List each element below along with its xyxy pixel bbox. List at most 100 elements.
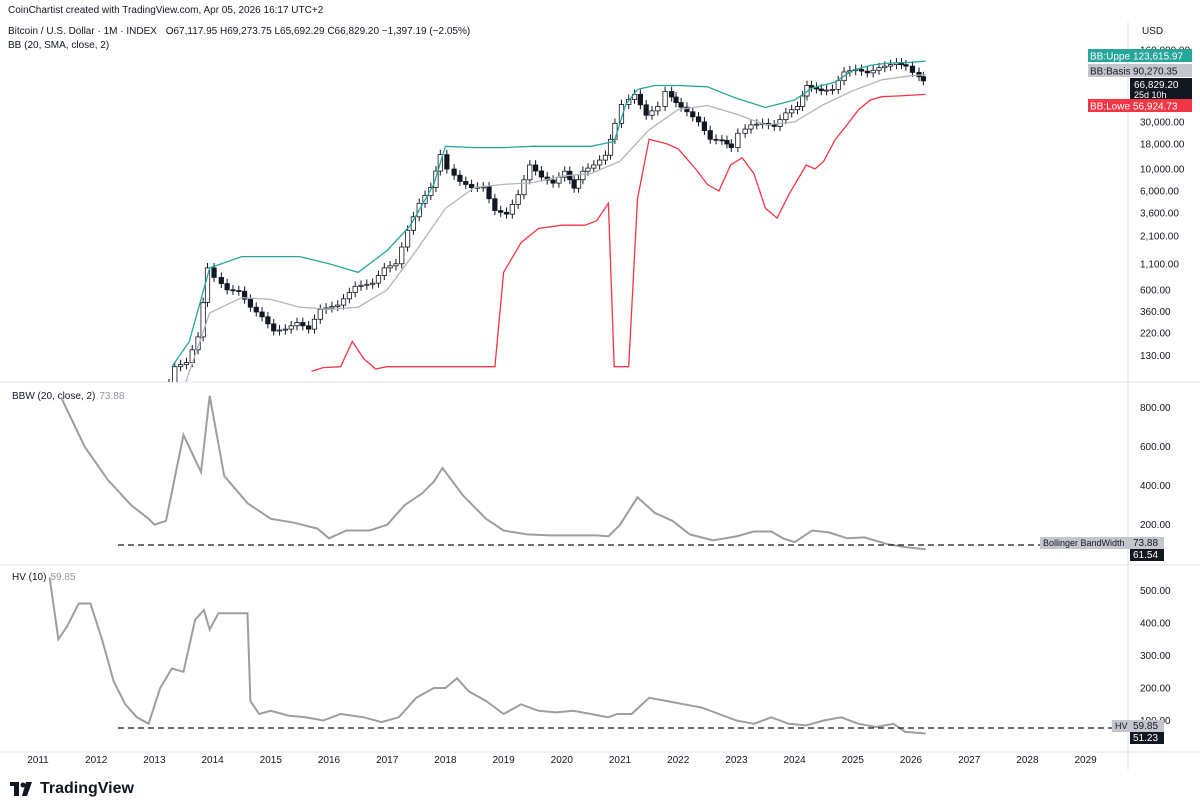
candles-group bbox=[168, 58, 926, 382]
candle-body bbox=[829, 88, 836, 91]
candle-body bbox=[428, 187, 434, 196]
candle-body bbox=[903, 64, 909, 67]
x-axis-tick-label: 2027 bbox=[958, 755, 981, 766]
x-axis-tick-label: 2012 bbox=[85, 755, 108, 766]
candle-body bbox=[311, 318, 318, 330]
candle-body bbox=[177, 364, 184, 368]
candle-body bbox=[870, 69, 876, 74]
price-axis-tick-label: 30,000.00 bbox=[1140, 117, 1185, 128]
candle-body bbox=[498, 210, 504, 213]
candle-body bbox=[288, 325, 294, 330]
price-axis-tick-label: 10,000.00 bbox=[1140, 165, 1185, 176]
currency-label: USD bbox=[1142, 26, 1164, 37]
candle-body bbox=[329, 306, 335, 309]
candle-body bbox=[864, 70, 870, 74]
candle-body bbox=[211, 267, 217, 278]
candle-body bbox=[468, 184, 475, 188]
bbw-axis-tick-label: 800.00 bbox=[1140, 403, 1171, 414]
candle-body bbox=[602, 154, 609, 161]
candle-body bbox=[486, 186, 492, 200]
bb-basis-badge-label-bg bbox=[1088, 64, 1139, 77]
bb-lower-badge-value-bg bbox=[1130, 99, 1192, 112]
hv-level-bg bbox=[1130, 732, 1164, 744]
candle-body bbox=[612, 122, 618, 140]
bbw-badge-value: 73.88 bbox=[1133, 538, 1158, 549]
candle-body bbox=[701, 121, 707, 131]
candle-body bbox=[451, 168, 457, 176]
hv-pane-label[interactable]: HV (10) 59.85 bbox=[12, 572, 75, 583]
bb-upper-badge-label-bg bbox=[1088, 49, 1139, 62]
x-axis-tick-label: 2015 bbox=[260, 755, 283, 766]
x-axis-tick-label: 2028 bbox=[1016, 755, 1039, 766]
tradingview-brand: TradingView bbox=[40, 780, 134, 797]
bb-upper-line bbox=[171, 60, 926, 368]
candle-body bbox=[909, 65, 916, 73]
candle-body bbox=[818, 88, 824, 92]
hv-badge-label-bg bbox=[1112, 720, 1130, 732]
x-axis-tick-label: 2018 bbox=[434, 755, 457, 766]
candle-body bbox=[200, 302, 206, 338]
hv-axis-tick-label: 200.00 bbox=[1140, 684, 1171, 695]
candle-body bbox=[597, 159, 603, 166]
candle-body bbox=[713, 138, 719, 141]
candle-body bbox=[335, 304, 341, 307]
price-axis-tick-label: 3,600.00 bbox=[1140, 208, 1179, 219]
candle-body bbox=[370, 282, 376, 285]
candle-body bbox=[282, 328, 288, 331]
candle-body bbox=[724, 139, 730, 145]
candle-body bbox=[218, 277, 224, 285]
candle-body bbox=[306, 325, 312, 330]
candle-body bbox=[364, 283, 370, 286]
candle-body bbox=[643, 104, 649, 116]
candle-body bbox=[236, 290, 242, 292]
candle-body bbox=[259, 311, 265, 318]
hv-badge-value-bg bbox=[1130, 720, 1164, 732]
candle-body bbox=[183, 362, 190, 366]
candle-body bbox=[678, 102, 684, 108]
bb-basis-badge-value: 90,270.35 bbox=[1133, 67, 1178, 78]
candle-body bbox=[728, 143, 734, 148]
x-axis-tick-label: 2025 bbox=[842, 755, 865, 766]
bb-indicator-label[interactable]: BB (20, SMA, close, 2) bbox=[8, 40, 110, 51]
candle-body bbox=[230, 289, 236, 292]
candle-body bbox=[585, 167, 591, 172]
x-axis-tick-label: 2024 bbox=[783, 755, 806, 766]
candle-body bbox=[538, 170, 545, 178]
hv-axis-tick-label: 500.00 bbox=[1140, 586, 1171, 597]
x-axis-tick-label: 2011 bbox=[27, 755, 49, 766]
candle-body bbox=[637, 93, 643, 106]
bbw-axis-tick-label: 600.00 bbox=[1140, 442, 1171, 453]
candle-body bbox=[253, 306, 259, 313]
price-badge-value: 66,829.20 bbox=[1134, 80, 1179, 91]
hv-axis-tick-label: 400.00 bbox=[1140, 619, 1171, 630]
bbw-badge-label: Bollinger BandWidth bbox=[1043, 538, 1125, 548]
candle-body bbox=[404, 229, 411, 248]
candle-body bbox=[300, 322, 306, 327]
candle-body bbox=[492, 198, 498, 211]
tradingview-logo[interactable]: TradingView bbox=[10, 780, 134, 798]
hv-level-value: 51.23 bbox=[1133, 733, 1158, 744]
bbw-level-value: 61.54 bbox=[1133, 550, 1158, 561]
candle-body bbox=[882, 65, 888, 69]
candle-body bbox=[387, 265, 393, 269]
price-badge-bg bbox=[1130, 78, 1192, 101]
x-axis-tick-label: 2017 bbox=[376, 755, 399, 766]
candle-body bbox=[556, 176, 562, 184]
candle-body bbox=[515, 194, 521, 205]
bb-basis-badge-label: BB:Basis bbox=[1090, 67, 1131, 78]
candle-body bbox=[684, 106, 690, 113]
bbw-pane-label[interactable]: BBW (20, close, 2) 73.88 bbox=[12, 391, 124, 402]
bbw-label: BBW (20, close, 2) bbox=[12, 391, 96, 402]
candle-body bbox=[358, 284, 364, 287]
bb-lower-line bbox=[311, 93, 926, 372]
bb-lower-badge-label: BB:Lower bbox=[1090, 102, 1134, 113]
candle-body bbox=[224, 283, 230, 291]
bbw-level-bg bbox=[1130, 549, 1164, 561]
candle-body bbox=[575, 179, 582, 189]
candle-body bbox=[463, 180, 469, 185]
x-axis-tick-label: 2013 bbox=[143, 755, 166, 766]
candle-body bbox=[783, 112, 789, 121]
candle-body bbox=[669, 91, 675, 98]
candle-body bbox=[735, 132, 741, 148]
